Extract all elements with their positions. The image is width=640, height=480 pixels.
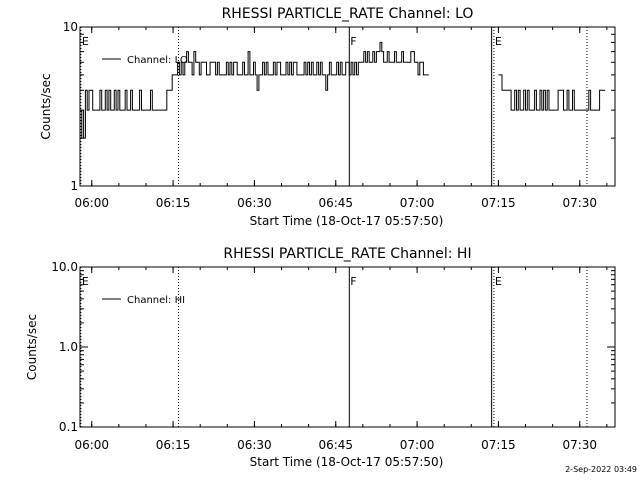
event-marker-label: F	[350, 275, 356, 288]
series-line	[498, 74, 606, 111]
legend-label: Channel: LO	[127, 55, 188, 66]
x-axis-label: Start Time (18-Oct-17 05:57:50)	[250, 455, 444, 469]
x-tick-label: 06:00	[74, 438, 109, 452]
plot-frame	[79, 26, 616, 187]
chart-panel-hi: RHESSI PARTICLE_RATE Channel: HI 06:00 06:…	[25, 246, 616, 469]
y-tick-label: 1	[70, 179, 78, 193]
event-marker-label: E	[495, 275, 502, 288]
x-tick-label: 06:45	[318, 438, 353, 452]
y-tick-label: 0.1	[59, 420, 78, 434]
y-tick-label: 1.0	[59, 340, 78, 354]
event-marker-label: F	[350, 35, 356, 48]
chart-title: RHESSI PARTICLE_RATE Channel: HI	[223, 246, 471, 262]
x-tick-label: 07:00	[400, 196, 435, 210]
footer-timestamp: 2-Sep-2022 03:49	[565, 465, 637, 474]
x-tick-label: 06:15	[156, 196, 191, 210]
y-axis-label: Counts/sec	[39, 73, 53, 139]
x-tick-label: 07:30	[562, 196, 597, 210]
x-tick-label: 06:30	[237, 196, 272, 210]
x-tick-label: 06:15	[156, 438, 191, 452]
plot-frame	[79, 266, 616, 428]
x-tick-label: 07:15	[481, 438, 516, 452]
chart-title: RHESSI PARTICLE_RATE Channel: LO	[222, 6, 474, 22]
x-tick-label: 07:00	[400, 438, 435, 452]
event-marker-label: E	[82, 275, 89, 288]
series-line	[80, 41, 429, 139]
x-axis-label: Start Time (18-Oct-17 05:57:50)	[250, 214, 444, 228]
y-axis-label: Counts/sec	[25, 314, 39, 380]
legend-label: Channel: HI	[127, 295, 185, 306]
x-tick-label: 06:00	[74, 196, 109, 210]
x-tick-label: 07:30	[562, 438, 597, 452]
event-marker-label: E	[82, 35, 89, 48]
chart-panel-lo: RHESSI PARTICLE_RATE Channel: LO 06:00 06:…	[39, 6, 616, 228]
y-tick-label: 10.0	[51, 260, 78, 274]
x-tick-label: 07:15	[481, 196, 516, 210]
event-marker-label: E	[495, 35, 502, 48]
y-tick-label: 10	[63, 20, 78, 34]
x-tick-label: 06:30	[237, 438, 272, 452]
x-tick-label: 06:45	[318, 196, 353, 210]
